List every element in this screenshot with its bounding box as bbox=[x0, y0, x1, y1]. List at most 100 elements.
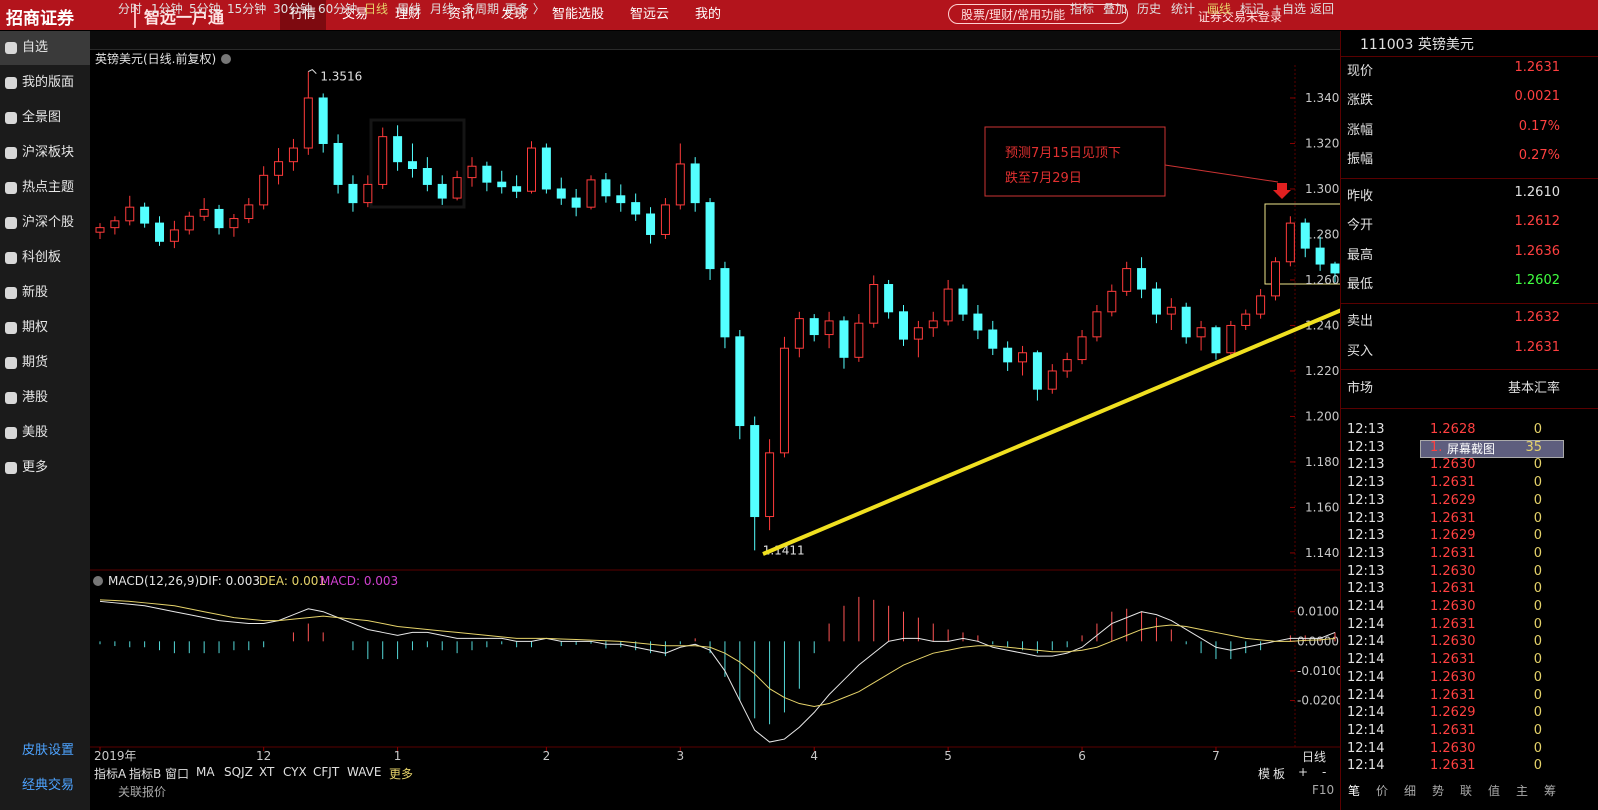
indicator-tab[interactable]: WAVE bbox=[347, 765, 382, 779]
tick-price: 1. bbox=[1430, 439, 1443, 455]
period-button[interactable]: 15分钟 bbox=[227, 2, 267, 16]
template-button[interactable]: 模 bbox=[1258, 767, 1271, 781]
toolbar bbox=[90, 31, 1340, 50]
candle-body bbox=[259, 174, 269, 206]
menu-item[interactable]: 发现 bbox=[501, 7, 528, 22]
template-button[interactable]: 板 bbox=[1273, 767, 1286, 781]
sidebar-item[interactable]: 港股 bbox=[0, 381, 90, 415]
period-button[interactable]: 30分钟 bbox=[273, 2, 313, 16]
tick-volume: 0 bbox=[1533, 616, 1542, 632]
legend-entry: DEA: 0.001 bbox=[259, 574, 326, 588]
period-button[interactable]: 分时 bbox=[118, 2, 143, 16]
candle-body bbox=[675, 163, 685, 206]
screenshot-tooltip[interactable]: 屏幕截图 bbox=[1420, 440, 1564, 458]
x-tick-label: 4 bbox=[810, 749, 818, 763]
tick-price: 1.2631 bbox=[1430, 758, 1476, 774]
period-button[interactable]: 多周期 bbox=[463, 2, 500, 16]
tool-button[interactable]: 标记 bbox=[1240, 2, 1265, 16]
menu-item[interactable]: 理财 bbox=[395, 7, 422, 22]
indicator-tab[interactable]: CFJT bbox=[313, 765, 340, 779]
menu-item[interactable]: 智能选股 bbox=[552, 7, 605, 22]
y-tick-label: 1.160 bbox=[1305, 500, 1339, 514]
tool-button[interactable]: 返回 bbox=[1310, 2, 1335, 16]
template-button[interactable]: + bbox=[1298, 765, 1309, 779]
panel-tab[interactable]: 筹 bbox=[1544, 784, 1557, 798]
sidebar-item[interactable]: 新股 bbox=[0, 276, 90, 310]
tool-button[interactable]: 叠加 bbox=[1103, 2, 1128, 16]
panel-tab[interactable]: 势 bbox=[1432, 784, 1445, 798]
period-button[interactable]: 1分钟 bbox=[151, 2, 183, 16]
chart-bg bbox=[90, 50, 1340, 765]
tick-time: 12:14 bbox=[1347, 599, 1385, 614]
indicator-tab[interactable]: 窗口 bbox=[165, 767, 190, 781]
sidebar-item[interactable]: 自选 bbox=[0, 31, 90, 65]
tick-price: 1.2629 bbox=[1430, 492, 1476, 508]
candle-body bbox=[393, 136, 403, 163]
sidebar-item[interactable]: 我的版面 bbox=[0, 66, 90, 100]
f10-button[interactable]: F10 bbox=[1312, 783, 1335, 797]
sidebar-item[interactable]: 更多 bbox=[0, 451, 90, 485]
candle-body bbox=[794, 318, 804, 349]
indicator-tab[interactable]: 指标B bbox=[129, 767, 162, 781]
tool-button[interactable]: 画线 bbox=[1207, 2, 1232, 16]
sidebar-item[interactable]: 期货 bbox=[0, 346, 90, 380]
sidebar-item[interactable]: 热点主题 bbox=[0, 171, 90, 205]
indicator-tab[interactable]: CYX bbox=[283, 765, 307, 779]
candle-body bbox=[765, 452, 775, 518]
indicator-tab[interactable]: MA bbox=[196, 765, 215, 779]
candle-body bbox=[1062, 359, 1072, 372]
menu-item[interactable]: 资讯 bbox=[448, 7, 475, 22]
market-value: 基本汇率 bbox=[1507, 381, 1560, 396]
panel-tab[interactable]: 价 bbox=[1376, 784, 1389, 798]
linked-quote[interactable]: 关联报价 bbox=[118, 785, 167, 799]
sidebar-item[interactable]: 美股 bbox=[0, 416, 90, 450]
title-dropdown[interactable] bbox=[221, 54, 231, 64]
period-button[interactable]: 月线 bbox=[430, 2, 455, 16]
sidebar-item[interactable]: 期权 bbox=[0, 311, 90, 345]
period-button[interactable]: 更多 〉 bbox=[505, 2, 545, 16]
high-label: 1.3516 bbox=[320, 70, 362, 84]
tool-button[interactable]: +自选 bbox=[1272, 2, 1307, 16]
template-button[interactable]: - bbox=[1322, 765, 1327, 779]
tool-button[interactable]: 统计 bbox=[1171, 2, 1196, 16]
logo[interactable]: 招商证券 bbox=[6, 9, 74, 29]
period-button[interactable]: 5分钟 bbox=[189, 2, 221, 16]
menu-item[interactable]: 交易 bbox=[342, 7, 369, 22]
x-tick-label: 2019年 bbox=[94, 749, 137, 763]
panel-tab[interactable]: 主 bbox=[1516, 784, 1529, 798]
menu-item[interactable]: 我的 bbox=[695, 7, 722, 22]
period-button[interactable]: 60分钟 bbox=[318, 2, 358, 16]
panel-tab[interactable]: 细 bbox=[1404, 784, 1417, 798]
panel-tab[interactable]: 笔 bbox=[1348, 784, 1361, 798]
search-box[interactable]: 股票/理财/常用功能 bbox=[948, 4, 1128, 24]
quote-value: 1.2631 bbox=[1514, 60, 1561, 75]
sidebar-item[interactable]: 全景图 bbox=[0, 101, 90, 135]
sidebar-item[interactable]: 科创板 bbox=[0, 241, 90, 275]
macd-dropdown[interactable] bbox=[93, 576, 103, 586]
tool-button[interactable]: 历史 bbox=[1137, 2, 1162, 16]
menu-item[interactable]: 行情 bbox=[280, 0, 327, 30]
candle-body bbox=[928, 320, 938, 329]
slogan: 智远一户通 bbox=[134, 4, 224, 28]
indicator-tab[interactable]: SQJZ bbox=[224, 765, 253, 779]
sidebar-item[interactable]: 沪深板块 bbox=[0, 136, 90, 170]
tool-button[interactable]: 指标 bbox=[1070, 2, 1095, 16]
candle-body bbox=[452, 177, 462, 199]
indicator-tab[interactable]: XT bbox=[259, 765, 275, 779]
sidebar-bottom-item[interactable]: 经典交易 bbox=[22, 778, 75, 793]
candle-body bbox=[898, 311, 908, 340]
panel-tab[interactable]: 值 bbox=[1488, 784, 1501, 798]
panel-tab[interactable]: 联 bbox=[1460, 784, 1473, 798]
indicator-tab[interactable]: 更多 bbox=[389, 767, 414, 781]
y-tick-label: 1.240 bbox=[1305, 318, 1339, 332]
candle-body bbox=[824, 320, 834, 336]
sidebar-item[interactable]: 沪深个股 bbox=[0, 206, 90, 240]
sidebar-bottom-item[interactable]: 皮肤设置 bbox=[22, 743, 75, 758]
period-button[interactable]: 周线 bbox=[397, 2, 422, 16]
tick-volume: 0 bbox=[1533, 669, 1542, 685]
period-button[interactable]: 日线 bbox=[364, 2, 389, 16]
menu-item[interactable]: 智远云 bbox=[630, 7, 670, 22]
indicator-tab[interactable]: 指标A bbox=[94, 767, 127, 781]
tick-price: 1.2630 bbox=[1430, 740, 1476, 756]
login-status[interactable]: 证券交易未登录 bbox=[1198, 10, 1283, 24]
